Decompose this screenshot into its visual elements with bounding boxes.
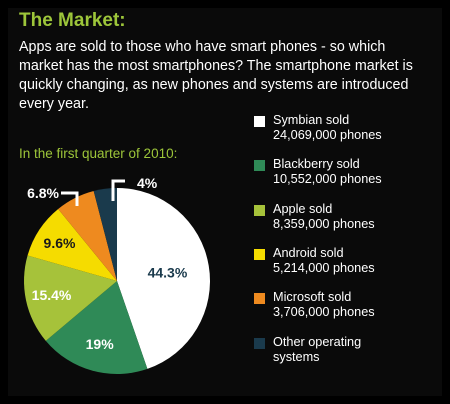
pie-slice-android — [27, 208, 117, 281]
legend-detail: 10,552,000 phones — [273, 172, 382, 186]
legend-detail: 8,359,000 phones — [273, 217, 375, 231]
legend-swatch — [254, 338, 265, 349]
pie-slice-apple — [24, 255, 118, 341]
legend-detail: systems — [273, 350, 320, 364]
page-title: The Market: — [19, 10, 126, 31]
slice-value-label: 15.4% — [32, 287, 72, 303]
pie-slice-symbian — [117, 187, 211, 369]
legend-swatch — [254, 116, 265, 127]
legend-detail: 3,706,000 phones — [273, 305, 375, 319]
legend-detail: 24,069,000 phones — [273, 128, 382, 142]
legend-swatch — [254, 293, 265, 304]
pie-slice-other-operating-systems — [93, 188, 117, 281]
legend-swatch — [254, 205, 265, 216]
legend-detail: 5,214,000 phones — [273, 261, 375, 275]
chart-subtitle: In the first quarter of 2010: — [19, 146, 178, 161]
legend-swatch — [254, 160, 265, 171]
slice-callout-label: 6.8% — [27, 185, 59, 201]
intro-text: Apps are sold to those who have smart ph… — [19, 39, 413, 112]
legend-label: Apple sold — [273, 202, 333, 216]
callout-leader-line — [111, 179, 125, 201]
legend-label: Microsoft sold — [273, 290, 352, 304]
legend-label: Other operating — [273, 335, 362, 349]
slice-value-label: 9.6% — [44, 235, 76, 251]
slice-callout-label: 4% — [137, 175, 158, 191]
slice-value-label: 19% — [86, 336, 115, 352]
slice-value-label: 44.3% — [148, 265, 188, 281]
pie-slice-blackberry — [45, 281, 148, 374]
callout-leader-line — [61, 191, 79, 206]
legend-label: Blackberry sold — [273, 157, 360, 171]
legend-label: Android sold — [273, 246, 344, 260]
pie-slice-microsoft — [58, 190, 117, 281]
legend-label: Symbian sold — [273, 113, 350, 127]
legend-swatch — [254, 249, 265, 260]
